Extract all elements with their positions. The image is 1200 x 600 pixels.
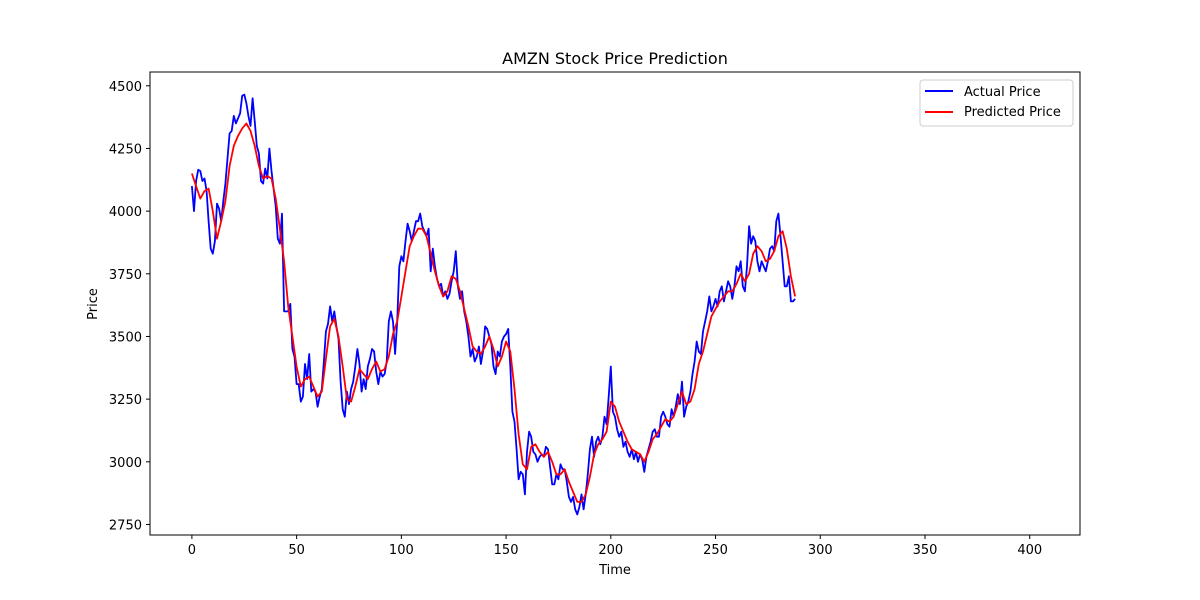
x-tick-label: 150: [494, 543, 519, 558]
x-axis-label: Time: [598, 563, 631, 578]
y-axis-label: Price: [86, 288, 101, 320]
series-layer: [191, 93, 796, 516]
x-tick-label: 300: [808, 543, 833, 558]
y-tick-label: 4250: [109, 142, 142, 157]
y-tick-label: 4000: [109, 205, 142, 220]
legend-label-actual-price: Actual Price: [964, 85, 1041, 100]
series-line-predicted-price: [191, 122, 796, 503]
x-tick-label: 250: [703, 543, 728, 558]
y-tick-label: 3250: [109, 393, 142, 408]
x-axis-ticks: 0 50 100 150 200 250 300 350 400: [188, 535, 1042, 558]
y-tick-label: 2750: [109, 518, 142, 533]
y-tick-label: 3750: [109, 268, 142, 283]
series-line-actual-price: [191, 93, 796, 516]
x-tick-label: 100: [389, 543, 414, 558]
x-tick-label: 50: [288, 543, 305, 558]
plot-frame: [149, 71, 1081, 536]
y-tick-label: 4500: [109, 80, 142, 95]
plot-area: [150, 72, 1080, 535]
x-tick-label: 350: [913, 543, 938, 558]
chart-title: AMZN Stock Price Prediction: [502, 49, 728, 68]
x-tick-label: 400: [1017, 543, 1042, 558]
x-tick-label: 0: [188, 543, 196, 558]
y-axis-ticks: 2750 3000 3250 3500 3750 4000 4250 4500: [109, 80, 150, 533]
x-tick-label: 200: [598, 543, 623, 558]
legend-box: [919, 79, 1074, 127]
legend-label-predicted-price: Predicted Price: [964, 105, 1061, 120]
y-tick-label: 3500: [109, 330, 142, 345]
y-tick-label: 3000: [109, 456, 142, 471]
legend: Actual Price Predicted Price: [919, 79, 1074, 127]
